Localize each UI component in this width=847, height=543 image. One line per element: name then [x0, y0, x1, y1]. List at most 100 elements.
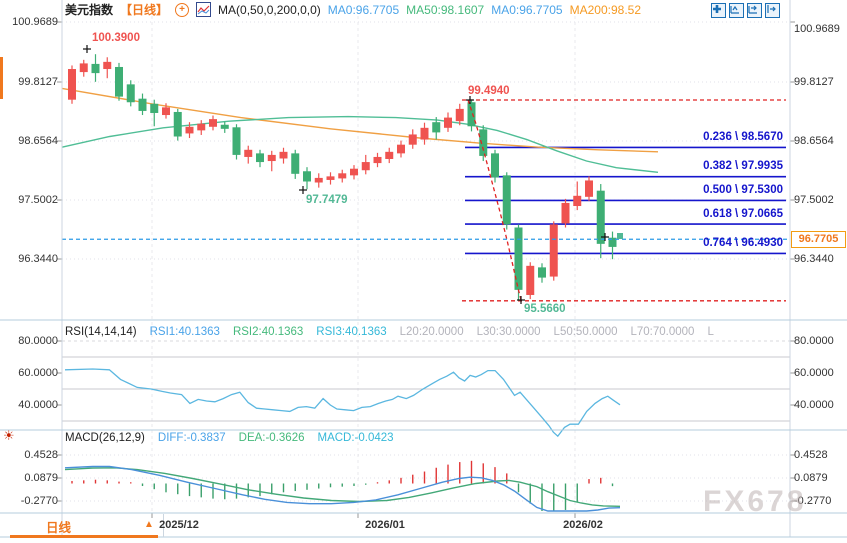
price-axis-label: 96.3440: [18, 253, 58, 265]
peak-label: 99.4940: [468, 85, 510, 97]
candle-body: [185, 126, 194, 134]
candle-body: [467, 102, 476, 127]
candle-body: [361, 162, 370, 171]
fib-level-label[interactable]: 0.500 \ 97.5300: [703, 184, 783, 196]
candle-body: [103, 61, 112, 70]
rsi-axis-label: 40.0000: [18, 399, 58, 411]
move-icon[interactable]: [711, 3, 726, 18]
candle-body: [267, 154, 276, 162]
macd-axis-label: -0.2770: [794, 495, 832, 507]
timeframe-underline: [10, 535, 158, 538]
candle-body: [244, 149, 253, 157]
axis-shift-icon[interactable]: [747, 3, 762, 18]
rsi-axis-label: 60.0000: [18, 367, 58, 379]
timeframe-label: 日线: [46, 521, 72, 535]
candle-body: [385, 151, 394, 159]
macd-axis-label: 0.4528: [24, 449, 58, 461]
candle-body: [220, 124, 229, 129]
candle-body: [420, 127, 429, 140]
rsi-l20: L20:20.0000: [399, 326, 464, 338]
candle-body: [561, 202, 570, 224]
macd-axis-label: 0.0879: [24, 472, 58, 484]
candle-body: [126, 84, 135, 103]
price-axis-label: 99.8127: [794, 76, 834, 88]
candle-body: [514, 227, 523, 290]
fib-level-label[interactable]: 0.236 \ 98.5670: [703, 131, 783, 143]
candle-body: [585, 180, 593, 197]
ma200-value: MA200:98.52: [569, 2, 641, 17]
candle-body: [573, 195, 582, 207]
rsi2-value: RSI2:40.1363: [232, 326, 304, 338]
macd-header: MACD(26,12,9) DIFF:-0.3837 DEA:-0.3626 M…: [65, 432, 407, 444]
rsi-line: [64, 368, 621, 438]
swing-low-label: 97.7479: [306, 194, 348, 206]
axis-scale-icon[interactable]: [729, 3, 744, 18]
candle-body: [162, 107, 170, 116]
ma200-line: [61, 87, 659, 153]
price-axis-label: 100.9689: [12, 16, 58, 28]
candle-body: [596, 190, 605, 244]
candle-body: [291, 153, 300, 174]
price-axis-label: 99.8127: [18, 76, 58, 88]
ma-settings[interactable]: MA(0,50,0,200,0,0): [218, 2, 321, 17]
timeframe-up-arrow-icon: ▲: [144, 519, 154, 530]
rsi-axis-label: 80.0000: [18, 335, 58, 347]
timeframe-button[interactable]: 日线 ▲: [0, 514, 164, 538]
candle-body: [526, 265, 535, 295]
price-axis-label: 98.6564: [18, 135, 58, 147]
left-scroll-indicator[interactable]: [0, 57, 3, 99]
price-axis-label: 98.6564: [794, 135, 834, 147]
settings-sun-icon[interactable]: ☀: [3, 428, 15, 443]
chart-type-icon[interactable]: [196, 2, 212, 17]
ma50-line: [61, 115, 659, 173]
macd-axis-label: 0.0879: [794, 472, 828, 484]
candle-body: [455, 108, 464, 122]
candle-body: [150, 103, 159, 113]
date-tick-label: 2025/12: [159, 519, 199, 531]
candle-body: [256, 153, 264, 163]
price-axis-label: 100.9689: [794, 23, 840, 35]
ma0-value: MA0:96.7705: [327, 2, 400, 17]
candle-body: [326, 176, 335, 180]
watermark: FX678: [703, 485, 807, 518]
projection-curve: [467, 99, 522, 301]
candle-body: [209, 119, 217, 127]
fib-level-label[interactable]: 0.618 \ 97.0665: [703, 208, 783, 220]
candle-body: [138, 98, 147, 111]
price-axis-label: 96.3440: [794, 253, 834, 265]
macd-title[interactable]: MACD(26,12,9): [65, 432, 145, 444]
rsi3-value: RSI3:40.1363: [316, 326, 387, 338]
candle-body: [68, 69, 76, 100]
ma50-value: MA50:98.1607: [406, 2, 485, 17]
panel-collapse-icon[interactable]: [765, 3, 780, 18]
candle-body: [173, 111, 182, 137]
current-price-tag: 96.7705: [791, 231, 846, 248]
candle-body: [444, 117, 452, 128]
candle-body: [608, 237, 617, 247]
rsi-title[interactable]: RSI(14,14,14): [65, 326, 137, 338]
macd-value: MACD:-0.0423: [317, 432, 394, 444]
fib-level-label[interactable]: 0.764 \ 96.4930: [703, 237, 783, 249]
rsi-l80-truncated: L: [707, 326, 714, 338]
candle-body: [197, 123, 206, 131]
macd-diff-line: [64, 465, 621, 512]
rsi-l70: L70:70.0000: [630, 326, 695, 338]
rsi-axis-label: 60.0000: [794, 367, 834, 379]
bottom-low-label: 95.5660: [524, 303, 566, 315]
rsi1-value: RSI1:40.1363: [149, 326, 220, 338]
timeframe-tag: 【日线】: [120, 3, 169, 17]
candle-body: [502, 175, 511, 225]
macd-axis-label: -0.2770: [20, 495, 58, 507]
candle-body: [91, 63, 100, 74]
price-axis-label: 97.5002: [794, 194, 834, 206]
date-tick-label: 2026/01: [365, 519, 405, 531]
macd-dea-line: [64, 467, 621, 507]
fib-level-label[interactable]: 0.382 \ 97.9935: [703, 160, 783, 172]
price-axis-label: 97.5002: [18, 194, 58, 206]
candle-body: [491, 153, 499, 178]
add-indicator-icon[interactable]: +: [175, 2, 190, 17]
candle-body: [397, 144, 405, 154]
ma0-value-2: MA0:96.7705: [491, 2, 563, 17]
